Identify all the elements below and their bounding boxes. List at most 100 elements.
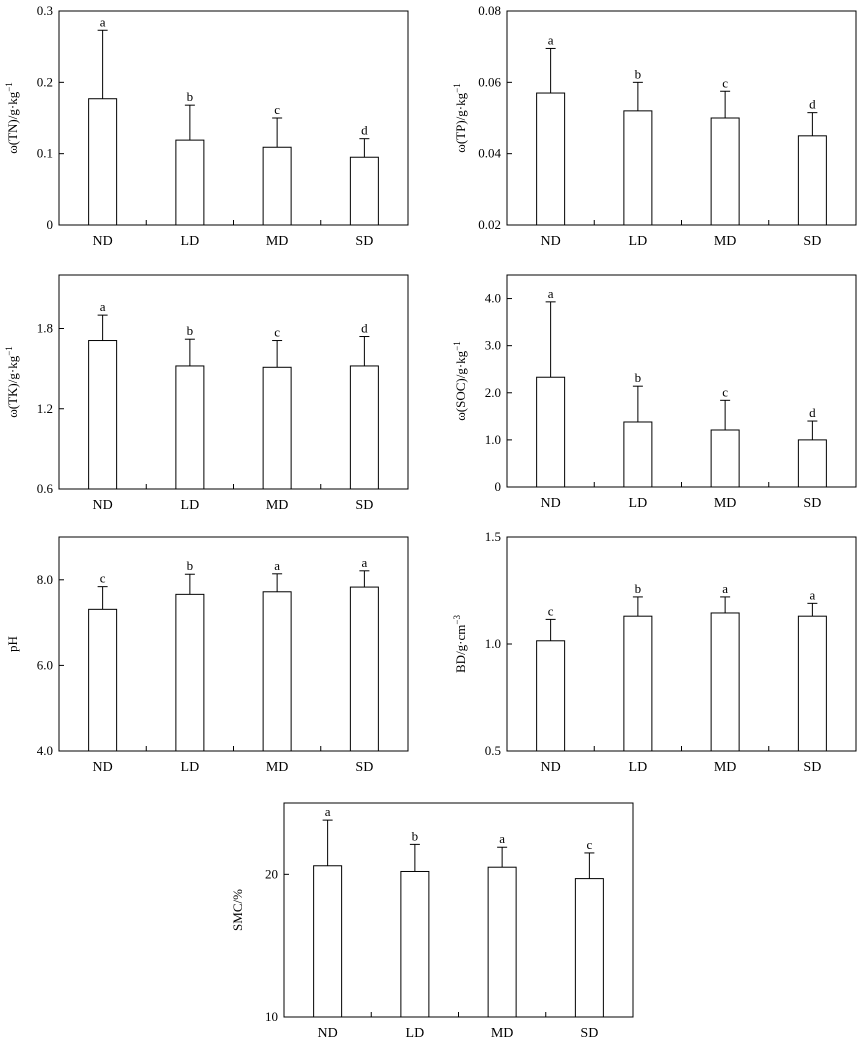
x-tick-label: ND [93, 760, 113, 775]
y-tick-label: 0.5 [485, 743, 501, 758]
significance-label: b [635, 581, 642, 596]
x-tick-label: LD [629, 234, 648, 249]
significance-label: d [361, 123, 368, 138]
x-tick-label: MD [714, 760, 737, 775]
y-tick-label: 1.0 [485, 432, 501, 447]
y-tick-label: 6.0 [37, 657, 53, 672]
bar-ld [623, 615, 653, 752]
x-tick-label: MD [714, 234, 737, 249]
x-tick-label: SD [803, 234, 821, 249]
bar-sd [797, 615, 827, 752]
panel-bd: 0.5 1.0 1.5 c ND b LD a MD a SD BD/g·cm−3 [452, 529, 857, 775]
y-tick-label: 0.2 [37, 74, 53, 89]
x-tick-label: MD [714, 496, 737, 511]
y-axis-label-exponent: −1 [4, 82, 14, 92]
bar-md [710, 429, 740, 488]
x-tick-label: ND [93, 498, 113, 513]
x-tick-label: LD [181, 234, 200, 249]
y-tick-label: 3.0 [485, 338, 501, 353]
y-tick-label: 1.5 [485, 529, 501, 544]
y-axis-label: ω(TP)/g·kg−1 [452, 83, 468, 152]
x-tick-label: SD [355, 234, 373, 249]
chart-panels: 00.10.20.3aNDbLDcMDdSDω(TN)/g·kg−10.020.… [4, 3, 857, 1041]
significance-label: d [361, 321, 368, 336]
y-tick-label: 1.8 [37, 321, 53, 336]
significance-label: c [722, 75, 728, 90]
x-tick-label: SD [580, 1026, 598, 1041]
bar-md [710, 612, 740, 752]
significance-label: c [274, 102, 280, 117]
bar-sd [349, 586, 379, 752]
significance-label: a [722, 581, 728, 596]
y-tick-label: 0.1 [37, 146, 53, 161]
y-tick-label: 0 [47, 217, 54, 232]
panel-tn: 0 0.1 0.2 0.3 a ND b LD c MD d SD ω(TN)/g·kg−1 [4, 3, 409, 249]
y-tick-label: 20 [265, 866, 278, 881]
x-tick-label: MD [491, 1026, 514, 1041]
x-tick-label: SD [803, 760, 821, 775]
x-tick-label: ND [318, 1026, 338, 1041]
x-tick-label: ND [541, 760, 561, 775]
bar-nd [313, 865, 343, 1018]
significance-label: c [548, 603, 554, 618]
y-tick-label: 1.2 [37, 401, 53, 416]
bar-md [262, 146, 292, 226]
y-axis-label-main: SMC/% [230, 889, 245, 931]
bar-nd [88, 98, 118, 226]
bar-ld [175, 139, 205, 226]
y-tick-label: 4.0 [37, 743, 53, 758]
significance-label: a [100, 14, 106, 29]
significance-label: b [412, 828, 419, 843]
significance-label: c [722, 384, 728, 399]
y-tick-label: 8.0 [37, 572, 53, 587]
significance-label: d [809, 97, 816, 112]
significance-label: a [548, 286, 554, 301]
y-tick-label: 0.04 [478, 146, 501, 161]
bar-sd [349, 365, 379, 490]
x-tick-label: SD [355, 498, 373, 513]
significance-label: d [809, 405, 816, 420]
x-tick-label: LD [181, 498, 200, 513]
x-tick-label: SD [355, 760, 373, 775]
y-axis-label-main: ω(TK)/g·kg [5, 355, 20, 417]
y-axis-label-main: ω(TN)/g·kg [5, 91, 20, 153]
bar-md [487, 866, 517, 1018]
x-tick-label: LD [629, 760, 648, 775]
y-tick-label: 1.0 [485, 636, 501, 651]
y-tick-label: 10 [265, 1009, 278, 1024]
y-axis-label-main: BD/g·cm [453, 625, 468, 673]
y-axis-label-main: ω(TP)/g·kg [453, 92, 468, 152]
y-axis-label: ω(SOC)/g·kg−1 [452, 341, 468, 421]
x-tick-label: MD [266, 498, 289, 513]
significance-label: a [548, 32, 554, 47]
significance-label: a [809, 587, 815, 602]
bar-md [710, 117, 740, 226]
y-tick-label: 4.0 [485, 291, 501, 306]
significance-label: c [100, 571, 106, 586]
y-axis-label: BD/g·cm−3 [452, 615, 468, 673]
y-tick-label: 0.06 [478, 74, 501, 89]
significance-label: c [274, 325, 280, 340]
y-axis-label: ω(TN)/g·kg−1 [4, 82, 20, 154]
x-tick-label: ND [541, 234, 561, 249]
panel-ph: 4.0 6.0 8.0 c ND b LD a MD a SD pH [5, 536, 409, 775]
bar-nd [536, 640, 566, 752]
significance-label: b [187, 323, 194, 338]
x-tick-label: MD [266, 760, 289, 775]
y-axis-label-exponent: −1 [4, 346, 14, 356]
x-tick-label: ND [541, 496, 561, 511]
x-tick-label: LD [181, 760, 200, 775]
significance-label: a [274, 558, 280, 573]
bar-sd [797, 135, 827, 226]
y-axis-label: pH [5, 636, 20, 652]
panel-smc: 10 20 a ND b LD a MD c SD SMC/% [230, 802, 634, 1041]
significance-label: a [361, 555, 367, 570]
x-tick-label: LD [406, 1026, 425, 1041]
significance-label: b [187, 558, 194, 573]
panel-soc: 0 1.0 2.0 3.0 4.0 a ND b LD c MD d SD ω(SOC)/g·kg−1 [452, 274, 857, 511]
y-axis-label-exponent: −1 [452, 341, 462, 351]
y-tick-label: 0.02 [478, 217, 501, 232]
significance-label: a [325, 804, 331, 819]
y-tick-label: 0.3 [37, 3, 53, 18]
